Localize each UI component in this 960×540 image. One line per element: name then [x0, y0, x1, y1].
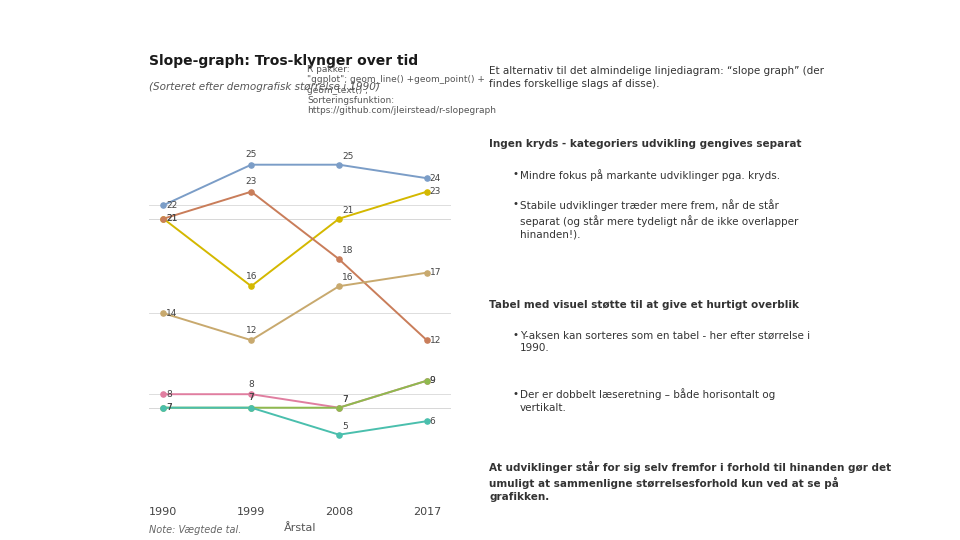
Text: 23: 23	[246, 177, 257, 186]
Point	[156, 214, 171, 223]
Text: Mindre fokus på markante udviklinger pga. kryds.: Mindre fokus på markante udviklinger pga…	[519, 169, 780, 181]
Text: 12: 12	[246, 326, 257, 335]
Text: 16: 16	[246, 272, 257, 281]
Text: 14: 14	[166, 309, 178, 318]
Text: 9: 9	[430, 376, 436, 385]
Text: Et alternativ til det almindelige linjediagram: “slope graph” (der
findes forske: Et alternativ til det almindelige linjed…	[490, 66, 825, 89]
Text: TO-VEJS TABELLER: SLOPE GRAPH: TO-VEJS TABELLER: SLOPE GRAPH	[12, 19, 353, 37]
Point	[331, 282, 347, 291]
Point	[331, 255, 347, 264]
Text: 18: 18	[342, 246, 353, 255]
Point	[420, 187, 435, 196]
Text: R pakker:
"ggplot": geom_line() +geom_point() +
geom_text() ;
Sorteringsfunktion: R pakker: "ggplot": geom_line() +geom_po…	[307, 65, 496, 116]
Text: Slope-graph: Tros-klynger over tid: Slope-graph: Tros-klynger over tid	[149, 53, 418, 68]
Text: Note: Vægtede tal.: Note: Vægtede tal.	[149, 524, 241, 535]
Text: 25: 25	[246, 150, 257, 159]
Point	[244, 390, 259, 399]
Text: 7: 7	[166, 403, 172, 412]
Text: 6: 6	[430, 417, 436, 426]
Point	[156, 214, 171, 223]
Point	[420, 376, 435, 385]
Point	[331, 160, 347, 169]
Point	[244, 160, 259, 169]
Text: Der er dobbelt læseretning – både horisontalt og
vertikalt.: Der er dobbelt læseretning – både horiso…	[519, 388, 775, 413]
Point	[331, 403, 347, 412]
Point	[156, 201, 171, 210]
Point	[156, 390, 171, 399]
Text: 7: 7	[342, 395, 348, 404]
Text: At udviklinger står for sig selv fremfor i forhold til hinanden gør det
umuligt : At udviklinger står for sig selv fremfor…	[490, 461, 892, 502]
Point	[156, 403, 171, 412]
Point	[156, 309, 171, 318]
Point	[331, 430, 347, 439]
Text: Y-aksen kan sorteres som en tabel - her efter størrelse i
1990.: Y-aksen kan sorteres som en tabel - her …	[519, 330, 810, 353]
Point	[420, 417, 435, 426]
Text: 8: 8	[166, 390, 172, 399]
Point	[244, 403, 259, 412]
Point	[244, 282, 259, 291]
Text: 17: 17	[430, 268, 442, 277]
Point	[420, 268, 435, 277]
Point	[156, 403, 171, 412]
Text: •: •	[513, 330, 518, 340]
Text: 9: 9	[430, 376, 436, 385]
X-axis label: Årstal: Årstal	[284, 523, 316, 532]
Text: 25: 25	[342, 152, 353, 161]
Text: 12: 12	[430, 336, 441, 345]
Text: 21: 21	[166, 214, 178, 223]
Text: Stabile udviklinger træder mere frem, når de står
separat (og står mere tydeligt: Stabile udviklinger træder mere frem, nå…	[519, 199, 798, 239]
Point	[244, 336, 259, 345]
Text: •: •	[513, 388, 518, 399]
Point	[331, 214, 347, 223]
Text: 7: 7	[166, 403, 172, 412]
Point	[420, 336, 435, 345]
Text: 8: 8	[249, 380, 254, 389]
Text: 23: 23	[430, 187, 441, 196]
Text: •: •	[513, 199, 518, 210]
Text: Ingen kryds - kategoriers udvikling gengives separat: Ingen kryds - kategoriers udvikling geng…	[490, 139, 802, 149]
Point	[244, 187, 259, 196]
Point	[420, 376, 435, 385]
Text: 5: 5	[342, 422, 348, 431]
Text: 7: 7	[342, 395, 348, 404]
Text: 21: 21	[166, 214, 178, 223]
Text: 24: 24	[430, 174, 441, 183]
Point	[420, 174, 435, 183]
Text: 7: 7	[249, 393, 254, 402]
Text: 21: 21	[342, 206, 353, 215]
Text: (Sorteret efter demografisk størrelse i 1990): (Sorteret efter demografisk størrelse i …	[149, 82, 379, 92]
Point	[331, 403, 347, 412]
Text: 7: 7	[249, 393, 254, 402]
Text: 16: 16	[342, 273, 353, 282]
Text: •: •	[513, 169, 518, 179]
Point	[244, 403, 259, 412]
Text: 22: 22	[166, 201, 178, 210]
Text: Tabel med visuel støtte til at give et hurtigt overblik: Tabel med visuel støtte til at give et h…	[490, 300, 800, 310]
